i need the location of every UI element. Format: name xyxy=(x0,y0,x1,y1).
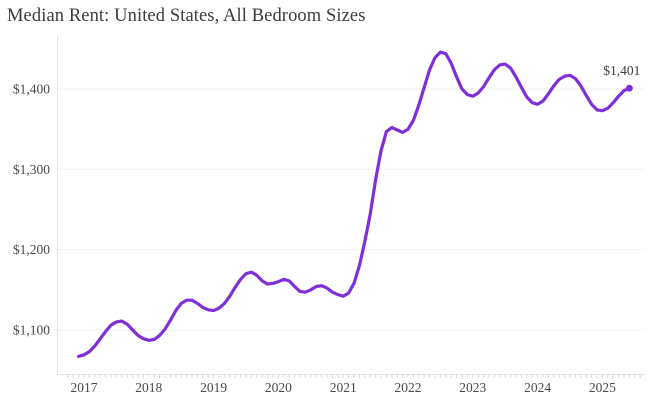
end-dot xyxy=(626,84,633,92)
y-tick-label: $1,400 xyxy=(13,82,50,97)
x-tick-label: 2021 xyxy=(330,380,357,395)
x-tick-label: 2017 xyxy=(71,380,98,395)
y-tick-label: $1,100 xyxy=(13,322,50,337)
x-tick-label: 2024 xyxy=(524,380,551,395)
x-tick-label: 2020 xyxy=(265,380,292,395)
axis-ticks xyxy=(67,374,641,378)
x-tick-label: 2025 xyxy=(589,380,616,395)
chart-title: Median Rent: United States, All Bedroom … xyxy=(7,6,366,26)
rent-line xyxy=(77,50,631,358)
y-tick-label: $1,200 xyxy=(13,242,50,257)
x-tick-label: 2018 xyxy=(135,380,162,395)
rent-line-series: $1,401 xyxy=(77,50,640,358)
y-tick-label: $1,300 xyxy=(13,162,50,177)
x-tick-label: 2022 xyxy=(395,380,422,395)
end-value-label: $1,401 xyxy=(603,63,640,78)
x-tick-label: 2019 xyxy=(200,380,227,395)
gridlines xyxy=(53,88,645,331)
axes xyxy=(57,36,645,375)
x-tick-label: 2023 xyxy=(459,380,486,395)
axis-labels: $1,100 $1,200 $1,300 $1,400 2017 2018 2019 2020… xyxy=(13,82,616,396)
